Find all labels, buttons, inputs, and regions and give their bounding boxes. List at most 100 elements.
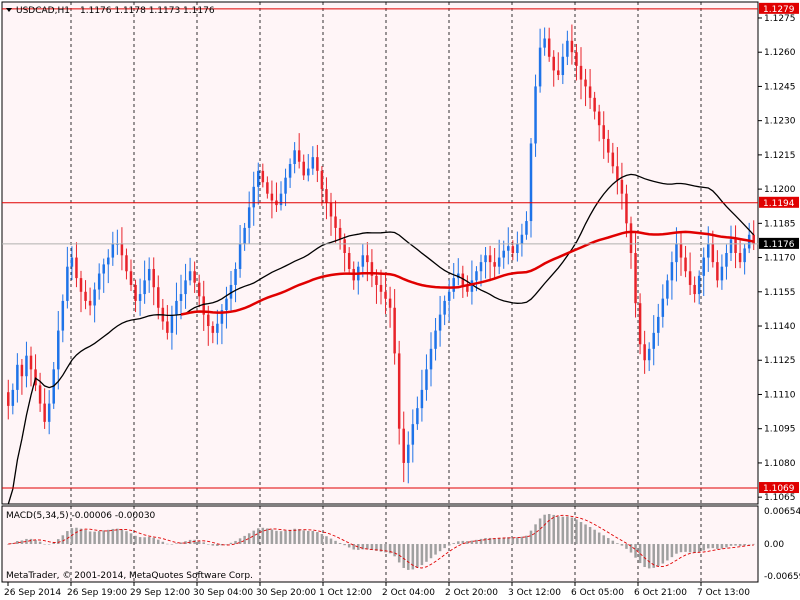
candle-body [107, 257, 110, 265]
macd-bar [738, 544, 742, 546]
candle-body [261, 170, 265, 183]
macd-bar [311, 530, 315, 544]
horizontal-line-price-label: 1.1194 [763, 199, 795, 209]
candle-body [334, 216, 337, 228]
macd-bar [270, 529, 274, 544]
candle-body [729, 239, 733, 253]
price-tick-label: 1.1125 [764, 356, 796, 366]
macd-bar [320, 533, 324, 544]
candle-body [429, 348, 433, 370]
candle-body [134, 284, 137, 301]
price-tick-label: 1.1170 [764, 254, 796, 264]
macd-bar [634, 544, 637, 558]
macd-bar [684, 544, 687, 552]
candle-body [447, 291, 451, 301]
macd-bar [420, 544, 424, 566]
macd-bar [511, 537, 515, 544]
candle-body [720, 266, 724, 281]
macd-scale-label: 0.00654 [764, 507, 800, 517]
horizontal-line-price-label: 1.1279 [763, 5, 795, 15]
candle-body [529, 143, 533, 222]
macd-bar [725, 544, 728, 548]
macd-bar [525, 535, 528, 544]
macd-bar [379, 544, 383, 552]
macd-bar [711, 544, 715, 549]
candle-body [643, 344, 646, 361]
macd-bar [179, 542, 183, 544]
candle-body [693, 284, 696, 295]
macd-bar [661, 544, 665, 564]
macd-bar [175, 543, 178, 544]
candle-body [657, 316, 660, 333]
macd-bar [193, 539, 196, 544]
candle-body [129, 271, 133, 285]
macd-bar [593, 529, 596, 544]
macd-bar [716, 544, 719, 549]
macd-bar [407, 544, 410, 570]
macd-bar [147, 536, 151, 544]
macd-bar [479, 538, 483, 544]
macd-bar [7, 544, 10, 545]
macd-bar [566, 516, 569, 544]
macd-bar [393, 544, 396, 557]
candle-body [325, 189, 328, 203]
candle-body [193, 271, 196, 283]
candle-body [602, 125, 605, 139]
candle-body [143, 280, 146, 295]
macd-bar [97, 531, 101, 544]
macd-bar [752, 543, 755, 545]
candle-body [497, 257, 501, 267]
macd-bar [334, 540, 337, 544]
candle-body [707, 243, 710, 258]
candle-body [70, 257, 74, 267]
macd-bar [625, 544, 628, 549]
candle-body [534, 86, 537, 144]
candle-body [566, 40, 569, 57]
macd-bar [693, 544, 696, 554]
macd-bar [557, 516, 560, 544]
candle-body [702, 257, 705, 276]
candle-body [20, 364, 24, 377]
candle-body [584, 79, 587, 87]
candle-body [438, 314, 442, 331]
candle-body [502, 250, 505, 258]
price-plot-area[interactable] [1, 1, 759, 505]
candle-body [293, 150, 296, 165]
current-price-label: 1.1176 [763, 240, 795, 250]
macd-bar [611, 540, 615, 544]
macd-bar [520, 536, 524, 544]
macd-bar [679, 544, 683, 553]
macd-bar [275, 530, 278, 544]
macd-bar [238, 538, 242, 544]
candle-body [61, 300, 65, 331]
macd-bar [352, 544, 355, 550]
candle-body [343, 239, 346, 253]
macd-bar [429, 544, 433, 559]
candle-body [570, 40, 574, 53]
macd-bar [29, 538, 33, 544]
macd-bar [266, 528, 269, 544]
candle-body [361, 255, 365, 267]
macd-bar [207, 544, 210, 545]
candle-body [588, 86, 592, 98]
chart-header: USDCAD,H1 1.1176 1.1178 1.1173 1.1176 [6, 6, 215, 16]
candles [7, 24, 755, 484]
macd-bar [234, 540, 237, 544]
candle-body [347, 253, 351, 269]
candle-body [538, 47, 542, 87]
candle-body [752, 234, 755, 244]
horizontal-lines[interactable]: 1.1279 1.1194 1.1069 1.1176 [2, 2, 799, 494]
macd-bar [70, 528, 74, 544]
candle-body [211, 326, 215, 333]
macd-bar [116, 528, 119, 544]
macd-bar [338, 543, 342, 544]
price-tick-label: 1.1110 [764, 390, 796, 400]
dropdown-triangle-icon[interactable] [6, 8, 12, 12]
macd-bar [361, 544, 365, 550]
candle-body [725, 253, 728, 267]
candle-body [25, 355, 28, 377]
candle-body [316, 157, 319, 171]
time-tick-label: 2 Oct 20:00 [445, 588, 498, 598]
symbol-label: USDCAD,H1 [16, 6, 70, 16]
